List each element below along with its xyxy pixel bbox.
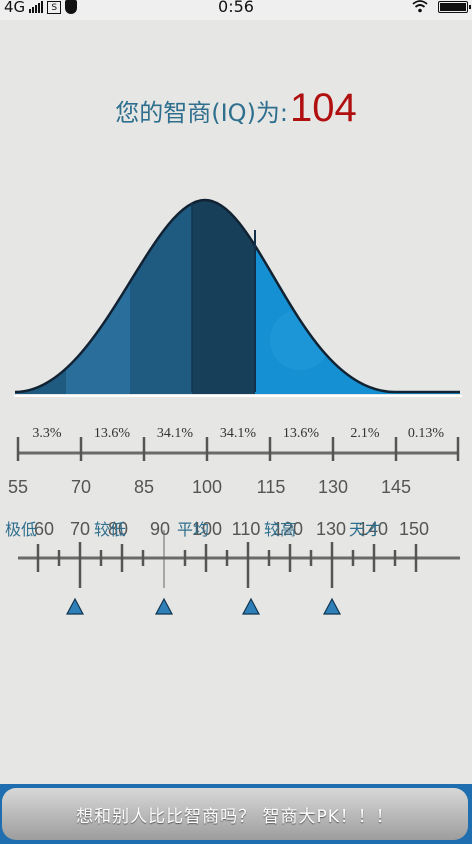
scale-label: 145 <box>381 477 411 497</box>
status-bar: 4G S 0:56 <box>0 0 472 20</box>
class-number: 120 <box>273 519 303 539</box>
status-right <box>412 0 471 13</box>
iq-chart: 3.3% 13.6% 34.1% 34.1% 13.6% 2.1% 0.13% … <box>5 198 462 615</box>
class-number: 90 <box>150 519 170 539</box>
classification-axis: 60 70 80 90 100 110 120 130 140 150 极低 较… <box>5 519 460 615</box>
category-label: 极低 <box>5 520 37 539</box>
percent-label: 13.6% <box>94 426 131 441</box>
shield-icon <box>65 0 78 14</box>
network-type: 4G <box>4 0 26 16</box>
scale-label: 115 <box>257 477 286 497</box>
class-number: 110 <box>232 519 261 539</box>
curve-band-lowest <box>15 200 66 394</box>
scale-label: 70 <box>71 477 91 497</box>
curve-band-above-avg <box>192 200 255 394</box>
percent-label: 13.6% <box>283 426 320 441</box>
marker-triangle-110 <box>242 597 260 615</box>
curve-band-high <box>255 200 460 394</box>
iq-score: 104 <box>290 86 357 130</box>
class-number: 80 <box>108 519 128 539</box>
category-label: 天才 <box>349 520 381 539</box>
curve-outline <box>14 198 460 394</box>
marker-triangle-90 <box>155 597 173 615</box>
scale-label: 100 <box>192 477 222 497</box>
class-number: 60 <box>34 519 54 539</box>
bell-curve <box>15 200 460 394</box>
percent-label: 2.1% <box>350 426 380 441</box>
percent-label: 0.13% <box>408 426 445 441</box>
class-number: 140 <box>358 519 388 539</box>
wifi-icon <box>412 0 428 13</box>
category-label: 平均 <box>177 520 209 539</box>
distribution-axis: 3.3% 13.6% 34.1% 34.1% 13.6% 2.1% 0.13% … <box>8 426 460 497</box>
battery-icon <box>438 0 471 13</box>
category-label: 较低 <box>94 520 126 539</box>
clock: 0:56 <box>218 0 254 16</box>
class-number: 150 <box>399 519 429 539</box>
category-label: 较高 <box>264 520 296 539</box>
iq-label: 您的智商(IQ)为: <box>115 99 289 127</box>
class-number: 70 <box>70 519 90 539</box>
pk-challenge-button[interactable]: 想和别人比比智商吗？ 智商大PK！！！ <box>2 788 468 840</box>
percent-label: 3.3% <box>32 426 62 441</box>
scale-label: 130 <box>318 477 348 497</box>
marker-triangle-130 <box>323 597 341 615</box>
iq-result-title: 您的智商(IQ)为:104 <box>0 86 472 131</box>
curve-band-low <box>66 200 130 394</box>
status-left: 4G S <box>4 0 78 16</box>
scale-label: 55 <box>8 477 28 497</box>
signal-icon <box>29 1 44 13</box>
curve-band-below-avg <box>130 200 192 394</box>
percent-label: 34.1% <box>220 426 257 441</box>
class-number: 130 <box>316 519 346 539</box>
marker-triangle-70 <box>66 597 84 615</box>
percent-label: 34.1% <box>157 426 194 441</box>
class-number: 100 <box>192 519 222 539</box>
sim-icon: S <box>47 0 62 14</box>
scale-label: 85 <box>134 477 154 497</box>
